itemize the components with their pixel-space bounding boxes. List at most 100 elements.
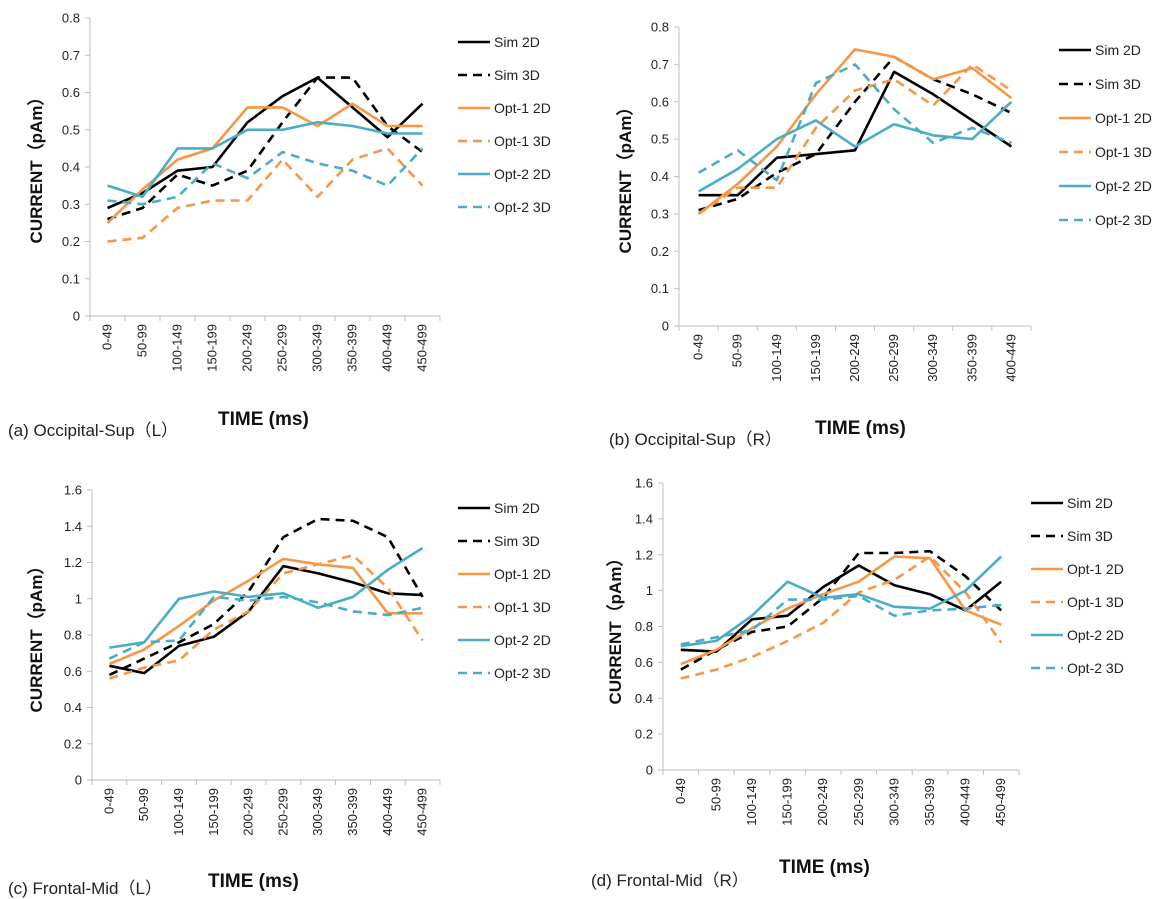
x-tick-label: 150-199 (780, 778, 795, 826)
y-tick-label: 0.2 (64, 736, 82, 751)
series-line-sim-3d (107, 76, 424, 221)
series-line-sim-2d (680, 564, 1003, 653)
y-axis-title: CURRENT（pAm） (605, 550, 625, 705)
chart-a-caption: (a) Occipital-Sup（L） (8, 421, 179, 440)
x-tick-label: 300-349 (310, 324, 325, 372)
y-tick-label: 0.5 (651, 132, 669, 147)
x-tick-label: 150-199 (205, 324, 220, 372)
legend-label-opt-1-3d: Opt-1 3D (1067, 594, 1124, 610)
legend-label-opt-1-2d: Opt-1 2D (494, 100, 551, 116)
x-tick-label: 50-99 (708, 778, 723, 811)
chart-d-caption: (d) Frontal-Mid（R） (591, 871, 749, 890)
series-line-opt-1-2d (697, 48, 1013, 215)
y-tick-label: 1.4 (635, 511, 653, 526)
legend-label-opt-1-2d: Opt-1 2D (494, 566, 551, 582)
chart-d-xlabel: TIME (ms) (779, 857, 870, 878)
y-tick-label: 0.6 (635, 655, 653, 670)
legend-label-opt-2-3d: Opt-2 3D (1095, 212, 1152, 228)
x-tick-label: 150-199 (206, 788, 221, 836)
series-line-opt-2-3d (107, 147, 424, 206)
chart-c-svg: 0 0.2 0.4 0.6 0.8 1 1.2 1.4 1.6 0-49 50-99 100-149 1… (26, 483, 551, 836)
chart-panel-c: 0 0.2 0.4 0.6 0.8 1 1.2 1.4 1.6 0-49 50-99 100-149 1… (0, 447, 579, 899)
y-tick-label: 0.6 (64, 664, 82, 679)
series-line-sim-2d (109, 564, 423, 675)
series-line-sim-2d (106, 76, 424, 210)
legend-label-opt-2-3d: Opt-2 3D (1067, 660, 1124, 676)
x-tick-label: 100-149 (744, 778, 759, 826)
legend-label-opt-1-2d: Opt-1 2D (1095, 110, 1152, 126)
y-tick-label: 0.8 (62, 11, 80, 26)
x-tick-label: 200-249 (847, 334, 862, 382)
y-tick-label: 0.4 (64, 700, 82, 715)
series-line-opt-2-3d (108, 595, 423, 660)
y-tick-label: 1.6 (64, 483, 82, 498)
y-tick-label: 0.6 (62, 85, 80, 100)
x-tick-label: 150-199 (808, 334, 823, 382)
y-tick-label: 0.5 (62, 122, 80, 137)
y-tick-label: 0.6 (651, 94, 669, 109)
x-tick-label: 0-49 (101, 788, 116, 814)
legend-label-sim-3d: Sim 3D (494, 533, 540, 549)
y-tick-label: 1 (646, 583, 653, 598)
y-tick-label: 0.8 (635, 619, 653, 634)
legend-label-sim-3d: Sim 3D (494, 67, 540, 83)
y-tick-label: 0.4 (651, 169, 669, 184)
y-tick-label: 0.8 (64, 628, 82, 643)
x-tick-label: 50-99 (135, 324, 150, 357)
legend-label-sim-3d: Sim 3D (1067, 528, 1113, 544)
chart-panel-a: 0 0.1 0.2 0.3 0.4 0.5 0.6 0.7 0.8 0-49 50-99 100-14… (0, 0, 579, 447)
legend-label-sim-2d: Sim 2D (494, 34, 540, 50)
series-line-opt-1-2d (106, 102, 423, 224)
legend-label-opt-1-3d: Opt-1 3D (494, 133, 551, 149)
x-tick-label: 300-349 (925, 334, 940, 382)
y-tick-label: 0.4 (635, 691, 653, 706)
y-tick-label: 0 (75, 773, 82, 788)
legend-label-opt-1-3d: Opt-1 3D (494, 599, 551, 615)
x-tick-label: 250-299 (886, 334, 901, 382)
x-tick-label: 350-399 (345, 324, 360, 372)
x-tick-label: 450-499 (415, 324, 430, 372)
legend-label-sim-3d: Sim 3D (1095, 76, 1141, 92)
x-tick-label: 100-149 (171, 788, 186, 836)
y-tick-label: 0.2 (651, 244, 669, 259)
series-line-sim-3d (698, 55, 1012, 212)
y-tick-label: 0.2 (635, 727, 653, 742)
x-tick-label: 400-449 (958, 778, 973, 826)
x-tick-label: 200-249 (815, 778, 830, 826)
series-line-sim-3d (108, 517, 424, 677)
x-tick-label: 100-149 (769, 334, 784, 382)
y-tick-label: 0 (662, 319, 669, 334)
chart-a-svg: 0 0.1 0.2 0.3 0.4 0.5 0.6 0.7 0.8 0-49 50-99 100-14… (26, 11, 551, 372)
chart-a-xlabel: TIME (ms) (218, 409, 309, 430)
legend-label-opt-2-3d: Opt-2 3D (494, 199, 551, 215)
series-line-opt-1-3d (109, 554, 424, 680)
legend-label-sim-2d: Sim 2D (494, 500, 540, 516)
legend-label-opt-2-2d: Opt-2 2D (494, 632, 551, 648)
chart-b-svg: 0 0.1 0.2 0.3 0.4 0.5 0.6 0.7 0.8 0-49 50-99 100-14… (615, 20, 1152, 382)
x-tick-label: 200-249 (241, 788, 256, 836)
y-tick-label: 0.1 (651, 281, 669, 296)
y-tick-label: 1.4 (64, 519, 82, 534)
y-tick-label: 0.4 (62, 160, 80, 175)
x-tick-label: 0-49 (691, 334, 706, 360)
y-tick-label: 0.3 (62, 197, 80, 212)
legend-label-opt-1-3d: Opt-1 3D (1095, 144, 1152, 160)
x-tick-label: 450-499 (415, 788, 430, 836)
legend-label-opt-1-2d: Opt-1 2D (1067, 561, 1124, 577)
x-tick-label: 200-249 (240, 324, 255, 372)
x-tick-label: 400-449 (380, 788, 395, 836)
chart-b-caption: (b) Occipital-Sup（R） (609, 430, 782, 449)
y-tick-label: 0.7 (62, 48, 80, 63)
y-tick-label: 1.2 (635, 547, 653, 562)
series-line-opt-2-3d (697, 63, 1012, 182)
y-axis-title: CURRENT（pAm） (615, 99, 635, 254)
chart-b-xlabel: TIME (ms) (815, 418, 906, 439)
legend-label-opt-2-3d: Opt-2 3D (494, 665, 551, 681)
x-tick-label: 400-449 (1003, 334, 1018, 382)
y-tick-label: 1.6 (635, 476, 653, 491)
x-tick-label: 300-349 (310, 788, 325, 836)
x-tick-label: 350-399 (345, 788, 360, 836)
x-tick-label: 100-149 (170, 324, 185, 372)
chart-panel-d: 0 0.2 0.4 0.6 0.8 1 1.2 1.4 1.6 0-49 50-99 100-149 1… (579, 447, 1158, 894)
y-tick-label: 0.1 (62, 271, 80, 286)
